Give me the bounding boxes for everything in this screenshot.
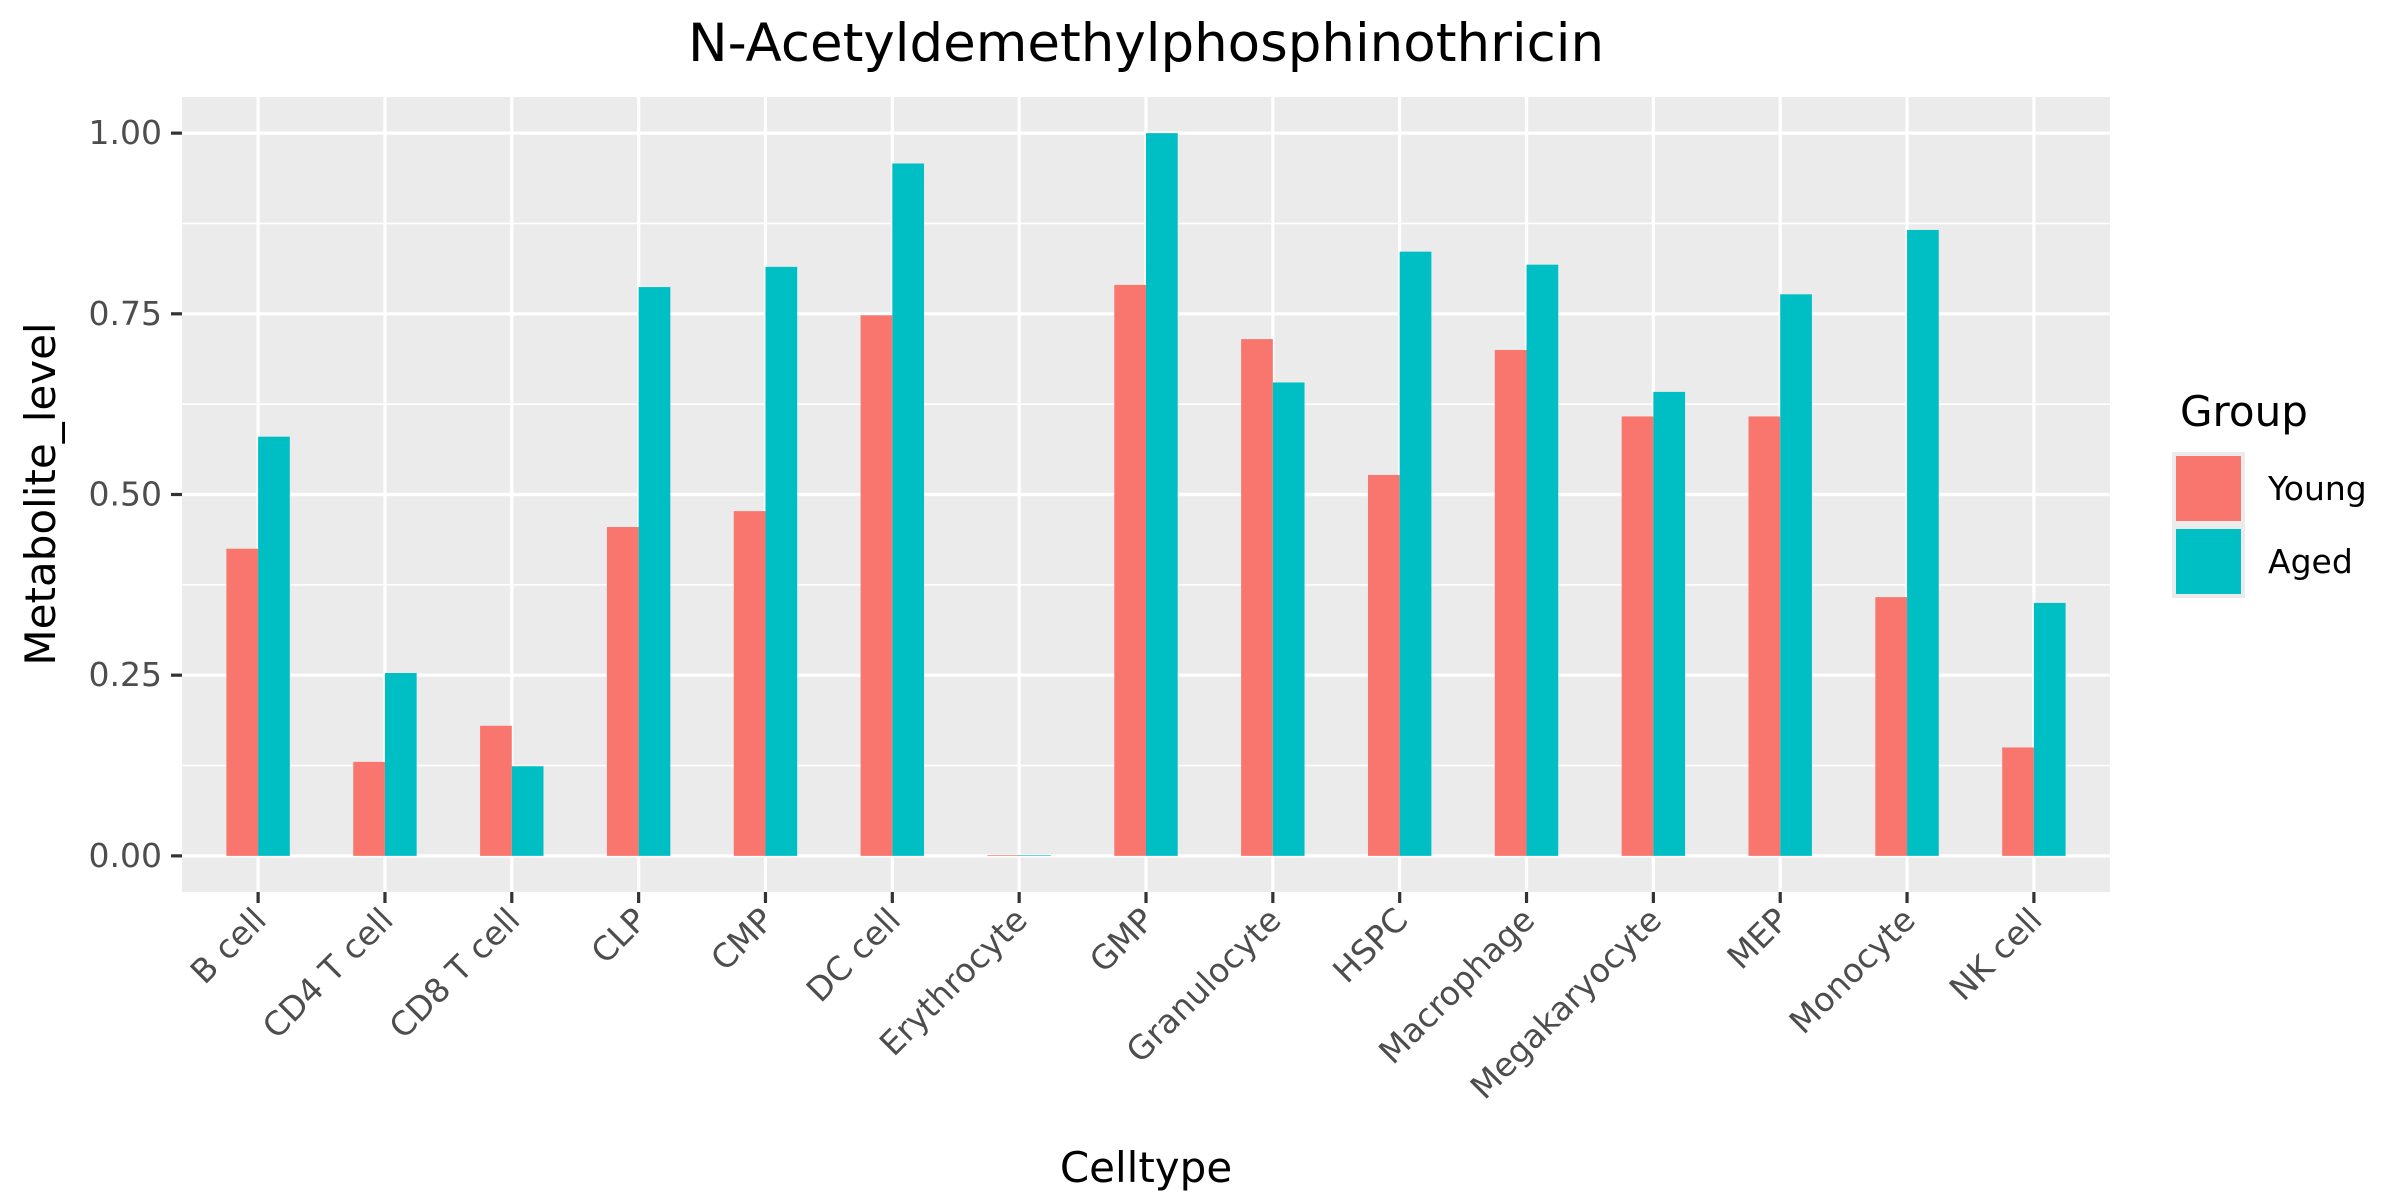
bar-aged-6 <box>1019 855 1051 856</box>
bar-aged-4 <box>765 266 798 856</box>
bar-young-6 <box>987 855 1020 856</box>
bar-young-12 <box>1748 416 1781 856</box>
bar-aged-5 <box>892 163 925 856</box>
y-tick-label: 0.25 <box>89 655 162 694</box>
bars <box>226 133 2066 856</box>
bar-aged-8 <box>1272 382 1305 856</box>
bar-young-2 <box>480 725 512 856</box>
x-axis-title: Celltype <box>1060 1143 1232 1192</box>
x-tick-label: MEP <box>1719 900 1796 977</box>
x-tick-label: CD8 T cell <box>382 900 528 1046</box>
bar-aged-0 <box>258 436 290 856</box>
chart-title: N-Acetyldemethylphosphinothricin <box>688 13 1604 74</box>
y-tick-label: 0.50 <box>89 475 162 514</box>
legend-items: Young Aged <box>2172 452 2367 598</box>
bar-young-8 <box>1241 339 1273 856</box>
bar-young-0 <box>226 548 259 856</box>
x-tick-label: CMP <box>703 900 781 978</box>
bar-aged-13 <box>1907 229 1939 856</box>
x-tick-label: Monocyte <box>1782 900 1923 1041</box>
legend: Group Young Aged <box>2172 387 2367 598</box>
legend-label-aged: Aged <box>2268 542 2353 581</box>
bar-young-1 <box>353 761 385 856</box>
bar-aged-2 <box>511 766 544 856</box>
bar-aged-12 <box>1780 294 1812 856</box>
bar-young-4 <box>733 511 766 856</box>
bar-young-10 <box>1494 349 1527 856</box>
x-tick-label: NK cell <box>1942 900 2050 1008</box>
y-tick-label: 1.00 <box>89 113 162 152</box>
x-tick-label: DC cell <box>799 900 908 1009</box>
bar-young-5 <box>860 315 893 856</box>
bar-aged-10 <box>1526 264 1559 856</box>
bar-young-9 <box>1367 474 1400 856</box>
bar-young-11 <box>1621 416 1654 856</box>
x-tick-label: CD4 T cell <box>255 900 401 1046</box>
y-axis: 0.00 0.25 0.50 0.75 1.00 <box>89 113 182 875</box>
legend-swatch-aged <box>2176 529 2241 594</box>
bar-aged-1 <box>384 673 417 856</box>
legend-label-young: Young <box>2267 469 2367 508</box>
x-tick-label: CLP <box>583 900 654 971</box>
bar-aged-9 <box>1399 251 1432 856</box>
y-tick-label: 0.00 <box>89 836 162 875</box>
legend-title: Group <box>2180 387 2308 436</box>
bar-aged-3 <box>638 287 671 856</box>
y-tick-label: 0.75 <box>89 294 162 333</box>
bar-young-13 <box>1875 597 1908 856</box>
x-tick-label: GMP <box>1082 900 1162 980</box>
x-tick-label: B cell <box>183 900 274 991</box>
bar-young-7 <box>1114 284 1146 856</box>
legend-swatch-young <box>2176 456 2241 521</box>
bar-aged-11 <box>1653 391 1686 856</box>
bar-aged-7 <box>1146 133 1178 856</box>
bar-young-3 <box>606 527 639 856</box>
x-tick-label: HSPC <box>1325 900 1415 990</box>
bar-young-14 <box>2002 747 2034 856</box>
bar-aged-14 <box>2033 602 2066 856</box>
y-axis-title: Metabolite_level <box>16 322 65 665</box>
